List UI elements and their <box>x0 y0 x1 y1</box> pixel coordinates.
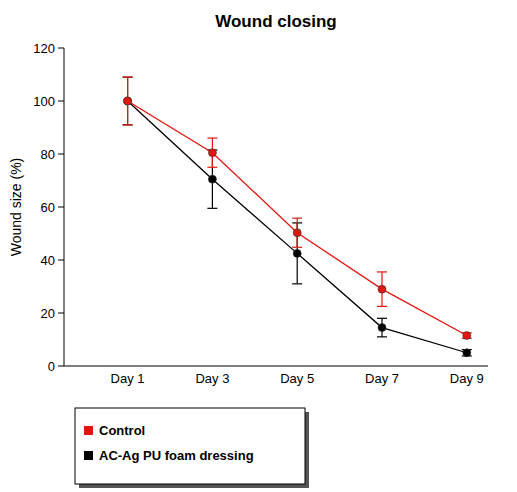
error-bar <box>377 272 387 306</box>
error-bar <box>377 318 387 337</box>
title: Wound closing <box>215 12 337 31</box>
y-tick-label: 120 <box>33 41 55 56</box>
error-bar <box>292 223 302 284</box>
y-tick-label: 0 <box>48 359 55 374</box>
y-tick-label: 20 <box>41 306 55 321</box>
legend-swatch <box>84 451 93 460</box>
y-tick-label: 60 <box>41 200 55 215</box>
legend: Control AC-Ag PU foam dressing <box>75 408 309 488</box>
chart: Wound closing Wound size (%) 0 20 40 60 80 100 1… <box>0 0 517 492</box>
series-line <box>128 101 467 353</box>
data-point <box>124 97 132 105</box>
y-tick <box>58 48 64 49</box>
y-tick-label: 40 <box>41 253 55 268</box>
y-tick <box>58 101 64 102</box>
legend-label: AC-Ag PU foam dressing <box>99 448 254 463</box>
y-tick-label: 80 <box>41 147 55 162</box>
error-bar <box>462 350 472 356</box>
error-bar <box>207 138 217 167</box>
error-bar <box>123 77 133 125</box>
x-axis <box>64 366 488 367</box>
y-tick <box>58 154 64 155</box>
legend-box <box>75 408 305 484</box>
error-bar <box>123 77 133 125</box>
x-tick-label: Day 3 <box>195 371 229 386</box>
data-point <box>208 149 216 157</box>
y-tick <box>58 260 64 261</box>
y-tick <box>58 207 64 208</box>
plot-area <box>123 77 472 357</box>
legend-swatch <box>84 426 93 435</box>
data-point <box>293 229 301 237</box>
x-tick-label: Day 7 <box>365 371 399 386</box>
error-bar <box>292 218 302 247</box>
y-tick-label: 100 <box>33 94 55 109</box>
data-point <box>378 285 386 293</box>
data-point <box>293 249 301 257</box>
data-point <box>208 175 216 183</box>
y-axis-label: Wound size (%) <box>8 158 24 257</box>
legend-label: Control <box>99 423 145 438</box>
data-point <box>378 324 386 332</box>
series-line <box>128 101 467 336</box>
x-tick-label: Day 5 <box>280 371 314 386</box>
y-tick <box>58 313 64 314</box>
data-point <box>463 349 471 357</box>
data-point <box>463 332 471 340</box>
data-point <box>124 97 132 105</box>
x-tick-label: Day 9 <box>450 371 484 386</box>
x-tick-label: Day 1 <box>111 371 145 386</box>
y-tick <box>58 366 64 367</box>
